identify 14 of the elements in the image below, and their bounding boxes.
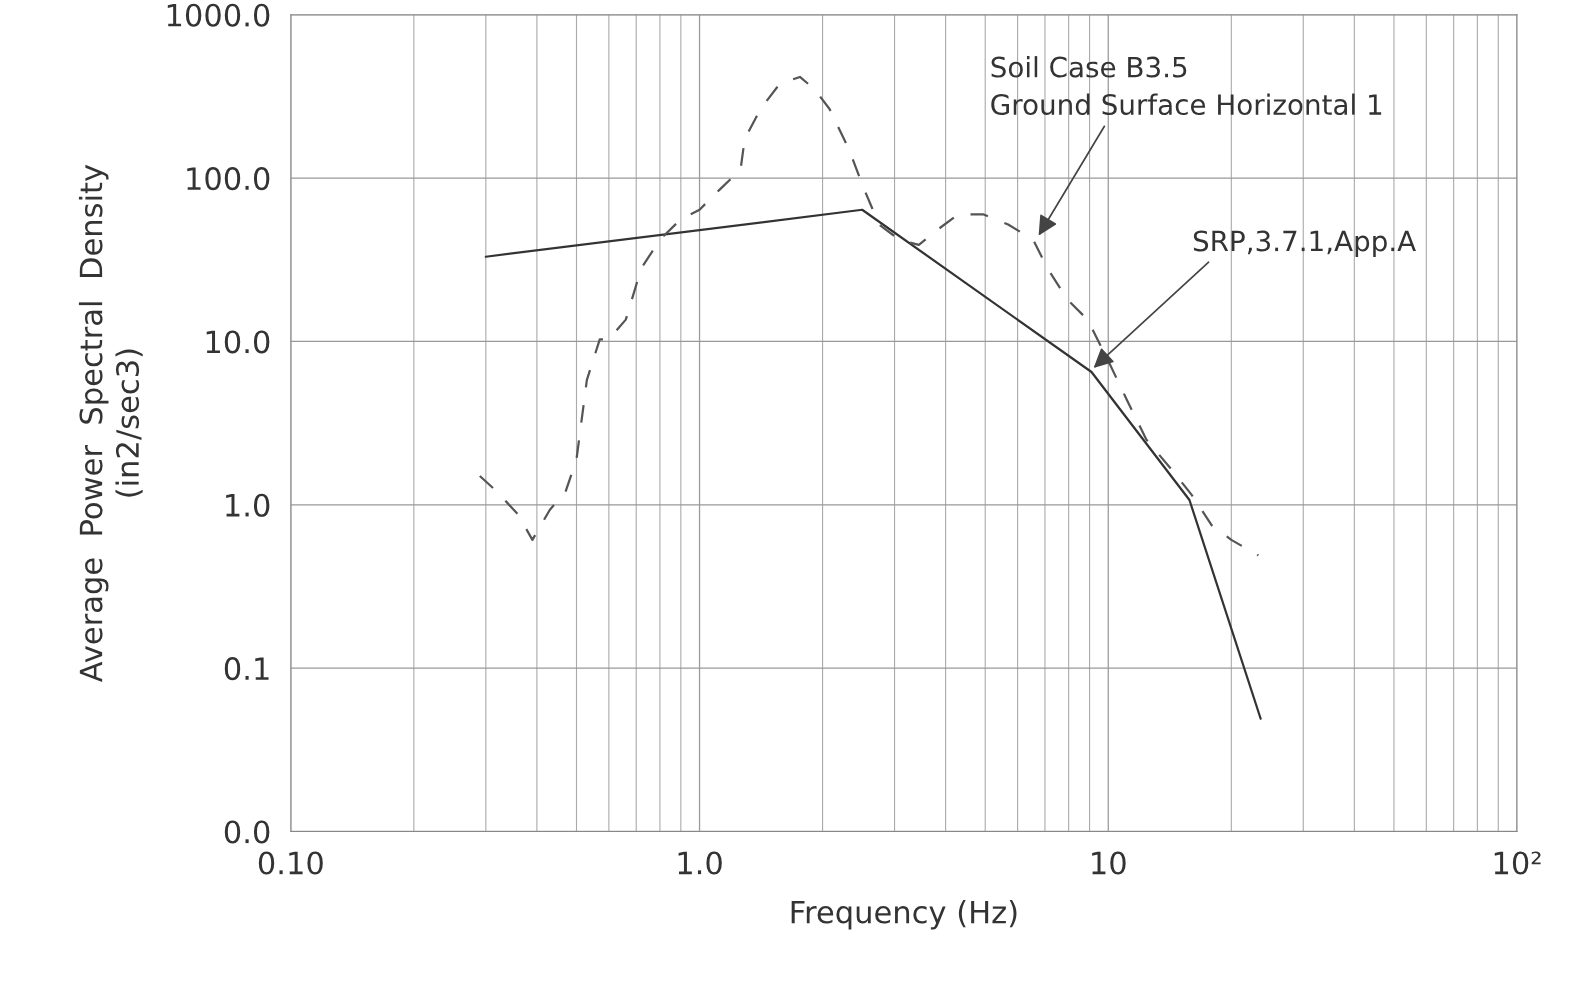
y-axis-title: Average Power Spectral Density (in2/sec3) bbox=[78, 164, 143, 683]
y-tick-label: 0.1 bbox=[224, 657, 269, 681]
y-tick-label: 100.0 bbox=[187, 167, 270, 191]
annotation: SRP,3.7.1,App.A bbox=[1193, 230, 1416, 257]
x-tick-label: 0.10 bbox=[258, 851, 323, 875]
y-tick-label: 10.0 bbox=[206, 330, 270, 354]
x-tick-label: 10 bbox=[1092, 851, 1126, 875]
x-axis-title: Frequency (Hz) bbox=[791, 899, 1017, 930]
x-tick-label: 10² bbox=[1494, 851, 1541, 875]
y-tick-label: 0.0 bbox=[224, 820, 270, 844]
annotation: Soil Case B3.5 Ground Surface Horizontal 1 bbox=[991, 56, 1382, 116]
y-tick-label: 1.0 bbox=[226, 493, 270, 517]
y-tick-label: 1000.0 bbox=[167, 3, 270, 27]
x-tick-label: 1.0 bbox=[678, 851, 722, 875]
